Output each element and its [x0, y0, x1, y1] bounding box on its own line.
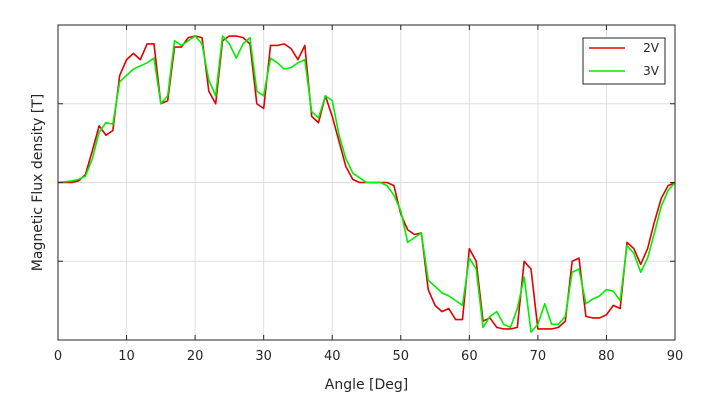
- legend-label-2v: 2V: [643, 41, 660, 55]
- x-tick-label: 70: [530, 349, 547, 364]
- x-tick-label: 90: [667, 349, 684, 364]
- x-tick-label: 40: [324, 349, 341, 364]
- legend: 2V 3V: [582, 37, 666, 85]
- x-tick-label: 60: [461, 349, 478, 364]
- y-axis-label: Magnetic Flux density [T]: [30, 94, 46, 271]
- series-line-3v: [57, 35, 676, 333]
- legend-box: [582, 37, 666, 85]
- x-axis-label: Angle [Deg]: [325, 377, 409, 393]
- x-tick-label: 50: [393, 349, 410, 364]
- ticks: 0 10 20 30 40 50 60 70 80 90: [54, 25, 683, 364]
- x-tick-label: 10: [118, 349, 135, 364]
- series-lines: [57, 35, 676, 333]
- x-tick-label: 0: [54, 349, 62, 364]
- x-tick-label: 30: [255, 349, 272, 364]
- x-tick-label: 20: [187, 349, 204, 364]
- legend-label-3v: 3V: [643, 64, 660, 78]
- x-tick-label: 80: [598, 349, 615, 364]
